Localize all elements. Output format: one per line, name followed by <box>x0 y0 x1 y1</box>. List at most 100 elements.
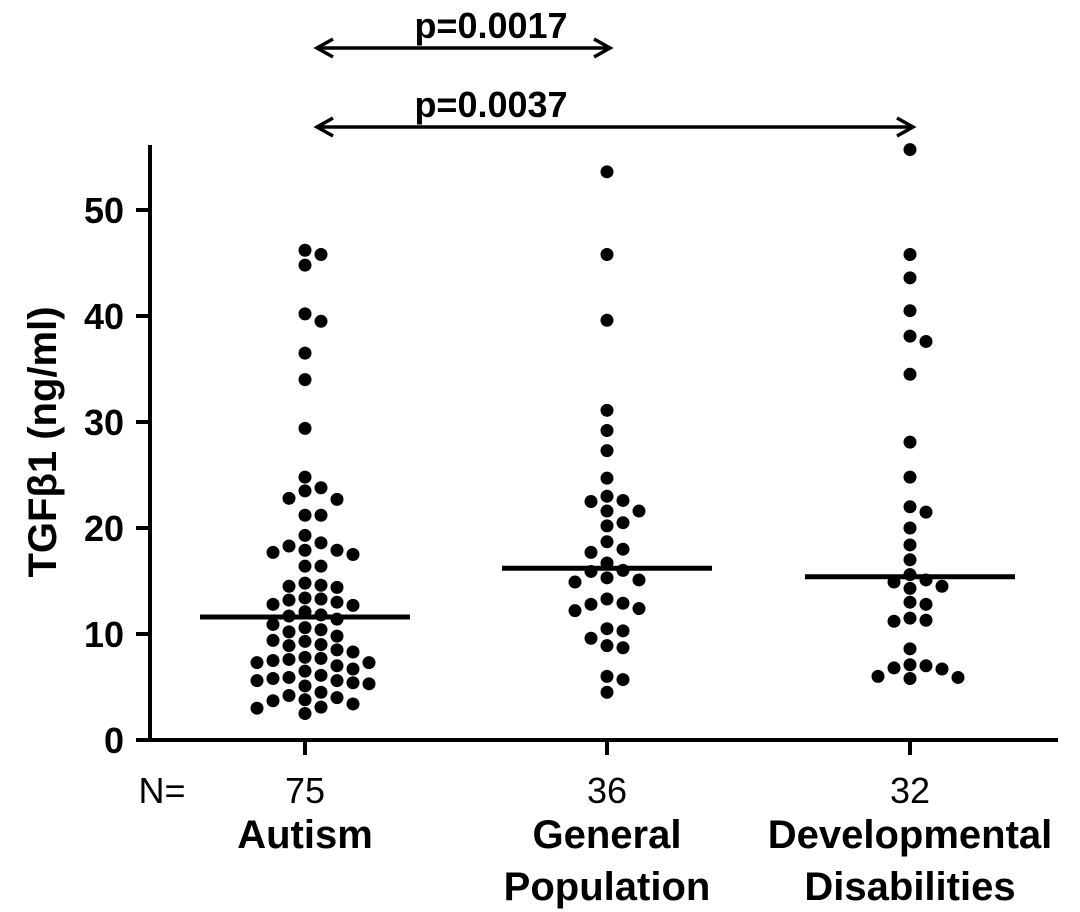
data-point <box>298 258 312 272</box>
data-point <box>298 634 312 648</box>
data-point <box>362 656 376 670</box>
data-point <box>346 645 360 659</box>
data-point <box>903 304 917 318</box>
data-point <box>266 672 280 686</box>
arrow-head-left <box>313 37 334 59</box>
data-point <box>600 639 614 653</box>
y-tick-label: 10 <box>84 614 124 655</box>
data-point <box>282 491 296 505</box>
data-point <box>903 248 917 262</box>
data-point <box>616 624 630 638</box>
data-point <box>298 576 312 590</box>
p-value-label: p=0.0037 <box>414 84 567 125</box>
data-point <box>330 691 344 705</box>
data-point <box>887 614 901 628</box>
data-point <box>632 602 646 616</box>
data-point <box>314 578 328 592</box>
data-point <box>600 504 614 518</box>
data-point <box>919 334 933 348</box>
data-point <box>330 659 344 673</box>
data-point <box>903 500 917 514</box>
data-point <box>330 492 344 506</box>
data-point <box>903 435 917 449</box>
data-point <box>314 700 328 714</box>
data-point <box>330 674 344 688</box>
data-point <box>584 631 598 645</box>
data-point <box>282 625 296 639</box>
x-ticks <box>303 740 912 755</box>
data-point <box>298 621 312 635</box>
data-point <box>298 693 312 707</box>
data-point <box>346 598 360 612</box>
data-point <box>298 307 312 321</box>
data-point <box>919 659 933 673</box>
data-point <box>298 591 312 605</box>
data-point <box>346 676 360 690</box>
data-point <box>314 592 328 606</box>
data-point <box>250 701 264 715</box>
axes <box>148 145 1058 742</box>
data-point <box>919 597 933 611</box>
data-point <box>919 505 933 519</box>
data-point <box>616 516 630 530</box>
data-point <box>266 654 280 667</box>
category-label: Autism <box>237 813 373 857</box>
data-point <box>919 613 933 627</box>
data-point <box>600 444 614 458</box>
n-prefix-label: N= <box>138 770 185 811</box>
n-count-label: 75 <box>285 770 325 811</box>
data-point <box>903 672 917 686</box>
data-point <box>282 579 296 593</box>
data-point <box>266 545 280 559</box>
data-point <box>298 373 312 387</box>
data-point <box>314 685 328 699</box>
data-point <box>600 248 614 262</box>
data-point <box>298 707 312 720</box>
data-point <box>600 313 614 327</box>
data-point <box>282 593 296 607</box>
data-point <box>903 143 917 157</box>
data-point <box>632 504 646 518</box>
data-point <box>314 248 328 262</box>
data-point <box>616 493 630 507</box>
y-ticks: 0 10 20 30 40 50 <box>84 190 150 761</box>
data-point <box>584 597 598 611</box>
p-value-label: p=0.0017 <box>414 5 567 46</box>
data-point <box>298 484 312 498</box>
n-count-label: 32 <box>890 770 930 811</box>
y-tick-label: 20 <box>84 508 124 549</box>
data-point <box>298 508 312 522</box>
median-lines <box>200 565 1015 620</box>
data-point <box>951 670 965 684</box>
data-point <box>314 481 328 495</box>
data-point <box>298 543 312 557</box>
arrow-head-right <box>896 116 917 138</box>
data-point <box>282 670 296 684</box>
data-point <box>298 470 312 484</box>
data-point <box>616 542 630 556</box>
comparison-brackets: p=0.0017 p=0.0037 <box>313 5 917 138</box>
y-tick-label: 50 <box>84 190 124 231</box>
data-point <box>314 668 328 682</box>
data-point <box>250 674 264 688</box>
data-point <box>314 651 328 665</box>
data-point <box>298 243 312 257</box>
data-point <box>584 495 598 508</box>
data-point <box>314 559 328 573</box>
data-point <box>903 470 917 484</box>
data-point <box>600 423 614 437</box>
data-point <box>935 579 949 593</box>
data-point <box>330 629 344 643</box>
data-point <box>903 595 917 609</box>
data-point <box>903 538 917 552</box>
category-label: Disabilities <box>804 865 1015 909</box>
data-point <box>903 642 917 656</box>
data-point <box>298 528 312 542</box>
data-point <box>298 346 312 360</box>
data-point <box>266 597 280 611</box>
data-point <box>314 314 328 328</box>
y-tick-label: 40 <box>84 296 124 337</box>
data-point <box>903 553 917 567</box>
